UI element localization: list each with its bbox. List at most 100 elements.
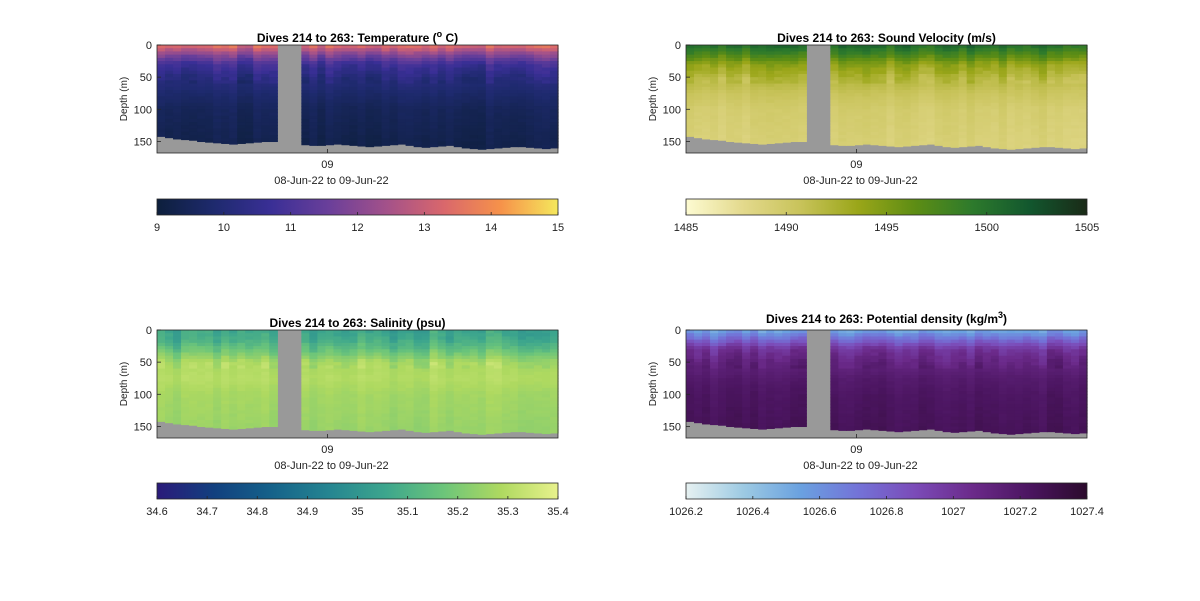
heatmap-cell — [501, 352, 511, 357]
heatmap-cell — [325, 70, 335, 75]
heatmap-cell — [237, 45, 246, 49]
heatmap-cell — [1022, 122, 1032, 126]
heatmap-cell — [365, 342, 375, 347]
heatmap-cell — [157, 115, 166, 120]
heatmap-cell — [357, 355, 367, 360]
heatmap-cell — [766, 138, 775, 143]
heatmap-cell — [782, 48, 791, 53]
heatmap-cell — [525, 70, 535, 75]
heatmap-cell — [429, 131, 439, 136]
heatmap-cell — [413, 138, 423, 143]
heatmap-cell — [1046, 144, 1056, 148]
heatmap-cell — [990, 144, 1000, 149]
heatmap-cell — [197, 115, 206, 120]
heatmap-cell — [782, 86, 791, 91]
heatmap-cell — [950, 73, 960, 78]
heatmap-cell — [181, 375, 190, 379]
heatmap-cell — [1030, 125, 1040, 130]
heatmap-cell — [269, 403, 278, 408]
heatmap-cell — [525, 122, 535, 126]
heatmap-cell — [181, 93, 190, 98]
heatmap-cell — [726, 352, 735, 357]
heatmap-cell — [549, 70, 559, 75]
heatmap-cell — [1062, 125, 1072, 130]
heatmap-cell — [309, 333, 318, 338]
heatmap-cell — [533, 93, 543, 98]
heatmap-cell — [726, 368, 735, 373]
heatmap-cell — [734, 77, 743, 81]
heatmap-cell — [173, 394, 182, 399]
heatmap-cell — [461, 352, 471, 357]
heatmap-cell — [301, 330, 310, 334]
heatmap-cell — [461, 330, 471, 334]
heatmap-cell — [1046, 73, 1056, 78]
heatmap-cell — [509, 368, 519, 373]
heatmap-cell — [157, 355, 166, 360]
heatmap-cell — [525, 362, 535, 366]
heatmap-cell — [830, 416, 839, 421]
heatmap-cell — [189, 90, 198, 94]
heatmap-cell — [237, 131, 246, 136]
heatmap-cell — [750, 135, 759, 139]
heatmap-cell — [405, 400, 415, 405]
heatmap-cell — [389, 391, 399, 395]
heatmap-cell — [357, 73, 367, 78]
heatmap-cell — [461, 381, 471, 386]
heatmap-cell — [974, 106, 984, 110]
heatmap-cell — [469, 83, 479, 88]
heatmap-cell — [1046, 64, 1056, 69]
heatmap-cell — [726, 355, 735, 360]
heatmap-cell — [541, 333, 551, 338]
heatmap-cell — [974, 128, 984, 133]
heatmap-cell — [301, 64, 310, 69]
heatmap-cell — [990, 99, 1000, 104]
heatmap-cell — [998, 115, 1008, 120]
heatmap-cell — [1006, 54, 1016, 59]
heatmap-cell — [309, 355, 318, 360]
heatmap-cell — [1014, 61, 1024, 65]
heatmap-cell — [453, 128, 463, 133]
heatmap-cell — [221, 61, 230, 65]
heatmap-cell — [830, 426, 839, 431]
heatmap-cell — [373, 420, 383, 424]
heatmap-cell — [413, 48, 423, 53]
heatmap-cell — [189, 57, 198, 62]
heatmap-cell — [870, 45, 880, 49]
heatmap-cell — [229, 413, 238, 418]
heatmap-cell — [333, 403, 343, 408]
heatmap-cell — [830, 397, 839, 402]
heatmap-cell — [365, 407, 375, 411]
heatmap-cell — [734, 426, 743, 428]
heatmap-cell — [718, 45, 727, 49]
heatmap-cell — [525, 80, 535, 85]
heatmap-cell — [405, 99, 415, 104]
heatmap-cell — [461, 102, 471, 107]
heatmap-cell — [750, 378, 759, 383]
heatmap-cell — [982, 125, 992, 130]
heatmap-cell — [469, 112, 479, 117]
heatmap-cell — [742, 122, 751, 126]
heatmap-cell — [229, 336, 238, 341]
heatmap-cell — [429, 115, 439, 120]
heatmap-cell — [477, 352, 487, 357]
heatmap-cell — [205, 67, 214, 72]
heatmap-cell — [734, 115, 743, 120]
heatmap-cell — [1038, 122, 1048, 126]
heatmap-cell — [485, 429, 495, 434]
heatmap-cell — [509, 381, 519, 386]
heatmap-cell — [798, 109, 807, 114]
heatmap-cell — [469, 102, 479, 107]
heatmap-cell — [1070, 115, 1080, 120]
heatmap-cell — [846, 109, 856, 114]
heatmap-cell — [686, 420, 695, 422]
heatmap-cell — [197, 400, 206, 405]
heatmap-cell — [261, 125, 270, 130]
heatmap-cell — [525, 352, 535, 357]
heatmap-cell — [373, 54, 383, 59]
heatmap-cell — [373, 99, 383, 104]
heatmap-cell — [501, 99, 511, 104]
heatmap-cell — [742, 378, 751, 383]
heatmap-cell — [437, 413, 447, 418]
heatmap-cell — [894, 86, 904, 91]
heatmap-cell — [485, 115, 495, 120]
